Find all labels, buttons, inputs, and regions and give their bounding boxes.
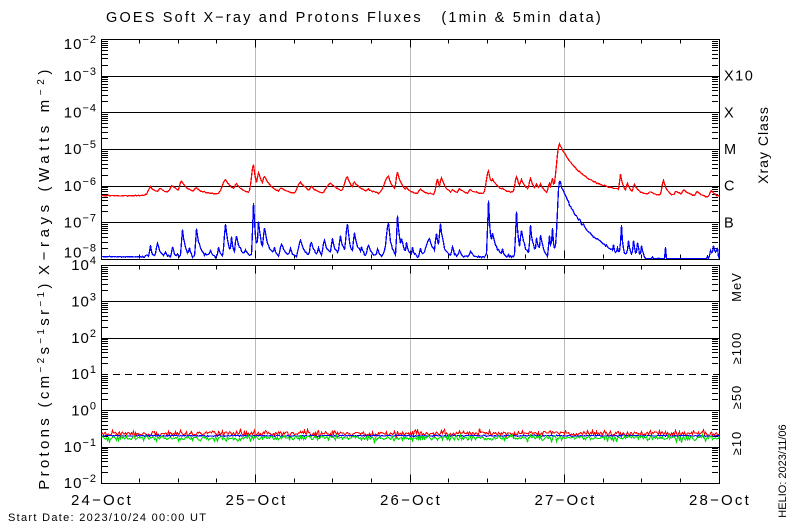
svg-text:10−1: 10−1: [64, 437, 97, 456]
svg-text:10−2: 10−2: [64, 473, 97, 492]
svg-text:103: 103: [71, 292, 97, 311]
svg-text:10−8: 10−8: [64, 243, 97, 262]
svg-text:M: M: [724, 142, 738, 158]
svg-text:C: C: [724, 179, 736, 195]
svg-text:104: 104: [71, 255, 97, 274]
svg-text:10−6: 10−6: [64, 176, 97, 195]
svg-text:28−Oct: 28−Oct: [689, 492, 751, 509]
svg-text:100: 100: [71, 401, 97, 420]
svg-text:Start Date: 2023/10/24 00:00 U: Start Date: 2023/10/24 00:00 UT: [8, 512, 207, 524]
svg-text:10−4: 10−4: [64, 103, 97, 122]
svg-text:26−Oct: 26−Oct: [380, 492, 442, 509]
svg-text:10−3: 10−3: [64, 66, 97, 85]
svg-text:10−2: 10−2: [64, 34, 97, 53]
svg-text:MeV: MeV: [729, 272, 744, 302]
svg-text:Protons (cm−2s−1sr−1): Protons (cm−2s−1sr−1): [36, 280, 53, 489]
svg-text:X−rays (Watts m−2): X−rays (Watts m−2): [36, 65, 53, 275]
svg-text:10−5: 10−5: [64, 139, 97, 158]
svg-text:≥100: ≥100: [729, 332, 744, 365]
svg-text:≥50: ≥50: [729, 385, 744, 410]
svg-text:X10: X10: [724, 69, 754, 85]
svg-text:24−Oct: 24−Oct: [71, 492, 133, 509]
svg-text:Xray Class: Xray Class: [755, 106, 771, 184]
svg-text:102: 102: [71, 328, 97, 347]
svg-text:HELIO: 2023/11/06: HELIO: 2023/11/06: [777, 424, 789, 517]
svg-text:GOES Soft X−ray and Protons Fl: GOES Soft X−ray and Protons Fluxes (1min…: [106, 10, 603, 26]
svg-text:10−7: 10−7: [64, 213, 97, 232]
svg-text:B: B: [724, 215, 735, 231]
svg-text:25−Oct: 25−Oct: [226, 492, 288, 509]
svg-text:X: X: [724, 105, 735, 121]
svg-text:101: 101: [71, 364, 97, 383]
svg-text:≥10: ≥10: [729, 431, 744, 456]
svg-text:27−Oct: 27−Oct: [535, 492, 597, 509]
